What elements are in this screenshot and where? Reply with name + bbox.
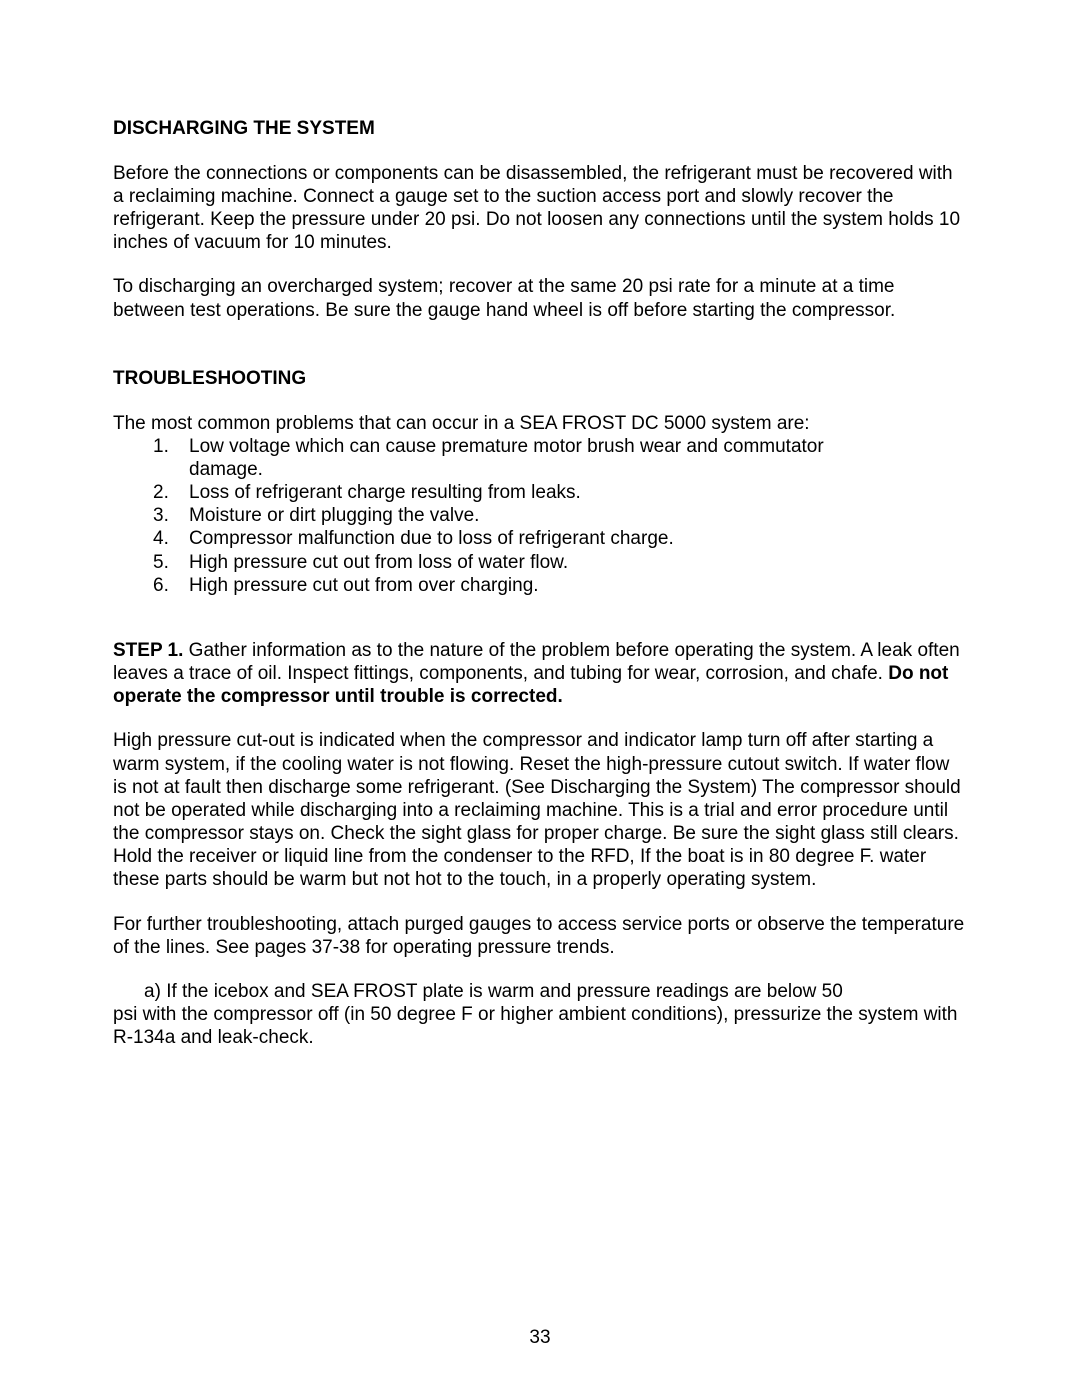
paragraph-hp-cutout: High pressure cut-out is indicated when …	[113, 729, 967, 891]
list-text: High pressure cut out from over charging…	[179, 574, 539, 597]
list-item-continuation: damage.	[113, 458, 967, 481]
list-item: 6. High pressure cut out from over charg…	[113, 574, 967, 597]
list-number: 3.	[113, 504, 179, 527]
sub-item-a: a) If the icebox and SEA FROST plate is …	[113, 980, 967, 1003]
paragraph-discharge-2: To discharging an overcharged system; re…	[113, 275, 967, 321]
heading-discharging: DISCHARGING THE SYSTEM	[113, 117, 967, 141]
list-text: Loss of refrigerant charge resulting fro…	[179, 481, 581, 504]
paragraph-further: For further troubleshooting, attach purg…	[113, 913, 967, 959]
list-number: 5.	[113, 551, 179, 574]
document-page: DISCHARGING THE SYSTEM Before the connec…	[0, 0, 1080, 1397]
sub-item-a-cont: psi with the compressor off (in 50 degre…	[113, 1003, 967, 1049]
list-number: 1.	[113, 435, 179, 458]
list-item: 4. Compressor malfunction due to loss of…	[113, 527, 967, 550]
list-item: 1. Low voltage which can cause premature…	[113, 435, 967, 458]
list-text: High pressure cut out from loss of water…	[179, 551, 568, 574]
step1-label: STEP 1.	[113, 640, 183, 661]
list-number: 2.	[113, 481, 179, 504]
step1-body: Gather information as to the nature of t…	[113, 640, 960, 684]
page-number: 33	[0, 1327, 1080, 1349]
list-item: 2. Loss of refrigerant charge resulting …	[113, 481, 967, 504]
heading-troubleshooting: TROUBLESHOOTING	[113, 367, 967, 391]
list-intro: The most common problems that can occur …	[113, 412, 967, 435]
paragraph-step1: STEP 1. Gather information as to the nat…	[113, 639, 967, 709]
list-text: Moisture or dirt plugging the valve.	[179, 504, 479, 527]
list-text: Compressor malfunction due to loss of re…	[179, 527, 674, 550]
sub-a-lead: a)	[113, 981, 166, 1002]
list-item: 3. Moisture or dirt plugging the valve.	[113, 504, 967, 527]
problem-list: The most common problems that can occur …	[113, 412, 967, 597]
list-number: 6.	[113, 574, 179, 597]
list-item: 5. High pressure cut out from loss of wa…	[113, 551, 967, 574]
list-number: 4.	[113, 527, 179, 550]
sub-a-first-line: If the icebox and SEA FROST plate is war…	[166, 981, 843, 1002]
paragraph-discharge-1: Before the connections or components can…	[113, 162, 967, 255]
list-text: Low voltage which can cause premature mo…	[179, 435, 824, 458]
